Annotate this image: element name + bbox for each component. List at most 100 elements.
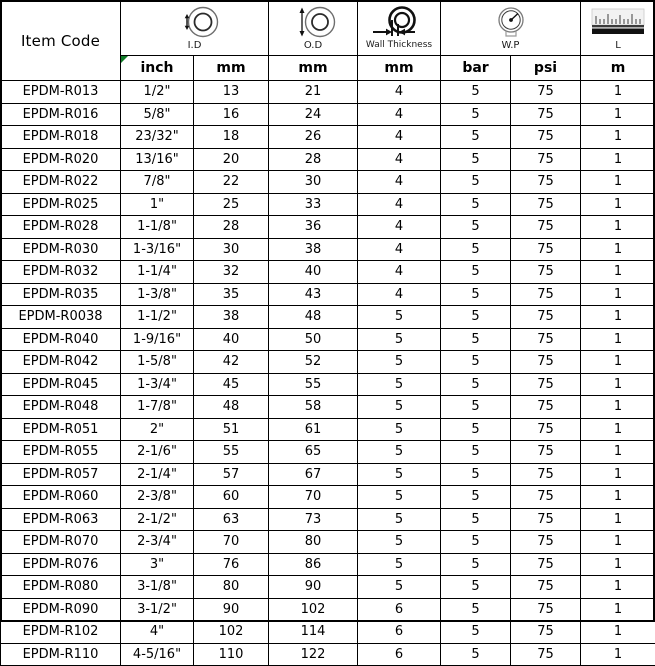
unit-header-wall-mm: mm bbox=[358, 56, 441, 81]
hose-specification-sheet: Item Code I.D bbox=[0, 0, 655, 622]
cell-inch-value: 1-3/16" bbox=[121, 238, 194, 261]
cell-id-mm-value: 40 bbox=[194, 328, 269, 351]
cell-length-m-value: 1 bbox=[581, 576, 655, 599]
cell-id-mm-value: 63 bbox=[194, 508, 269, 531]
cell-id-mm-value: 45 bbox=[194, 373, 269, 396]
header-group-working-pressure: W.P bbox=[441, 1, 581, 56]
unit-header-length-m: m bbox=[581, 56, 655, 81]
cell-item-code: EPDM-R032 bbox=[1, 261, 121, 284]
cell-id-mm-value: 70 bbox=[194, 531, 269, 554]
cell-wall-thickness-value: 5 bbox=[358, 396, 441, 419]
cell-psi-value: 75 bbox=[511, 126, 581, 149]
cell-item-code: EPDM-R102 bbox=[1, 621, 121, 644]
cell-id-mm-value: 30 bbox=[194, 238, 269, 261]
cell-length-m-value: 1 bbox=[581, 486, 655, 509]
cell-length-m-value: 1 bbox=[581, 351, 655, 374]
header-group-od: O.D bbox=[269, 1, 358, 56]
cell-psi-value: 75 bbox=[511, 643, 581, 666]
cell-item-code: EPDM-R028 bbox=[1, 216, 121, 239]
cell-inch-value: 1-3/8" bbox=[121, 283, 194, 306]
inner-diameter-icon bbox=[157, 6, 233, 40]
cell-length-m-value: 1 bbox=[581, 261, 655, 284]
cell-id-mm-value: 80 bbox=[194, 576, 269, 599]
cell-od-mm-value: 122 bbox=[269, 643, 358, 666]
cell-psi-value: 75 bbox=[511, 81, 581, 104]
cell-wall-thickness-value: 6 bbox=[358, 621, 441, 644]
cell-id-mm-value: 13 bbox=[194, 81, 269, 104]
cell-length-m-value: 1 bbox=[581, 418, 655, 441]
cell-length-m-value: 1 bbox=[581, 216, 655, 239]
cell-inch-value: 4" bbox=[121, 621, 194, 644]
cell-bar-value: 5 bbox=[441, 373, 511, 396]
cell-bar-value: 5 bbox=[441, 508, 511, 531]
cell-wall-thickness-value: 5 bbox=[358, 463, 441, 486]
cell-psi-value: 75 bbox=[511, 531, 581, 554]
cell-wall-thickness-value: 4 bbox=[358, 81, 441, 104]
cell-psi-value: 75 bbox=[511, 508, 581, 531]
cell-item-code: EPDM-R045 bbox=[1, 373, 121, 396]
cell-inch-value: 1-1/8" bbox=[121, 216, 194, 239]
cell-bar-value: 5 bbox=[441, 261, 511, 284]
cell-psi-value: 75 bbox=[511, 328, 581, 351]
cell-id-mm-value: 35 bbox=[194, 283, 269, 306]
header-group-id-label: I.D bbox=[188, 41, 202, 51]
cell-od-mm-value: 43 bbox=[269, 283, 358, 306]
cell-psi-value: 75 bbox=[511, 216, 581, 239]
cell-id-mm-value: 25 bbox=[194, 193, 269, 216]
outer-diameter-icon bbox=[270, 6, 356, 40]
cell-inch-value: 2-3/8" bbox=[121, 486, 194, 509]
cell-wall-thickness-value: 4 bbox=[358, 193, 441, 216]
cell-item-code: EPDM-R035 bbox=[1, 283, 121, 306]
cell-bar-value: 5 bbox=[441, 621, 511, 644]
cell-wall-thickness-value: 4 bbox=[358, 171, 441, 194]
cell-psi-value: 75 bbox=[511, 283, 581, 306]
cell-inch-value: 2-1/6" bbox=[121, 441, 194, 464]
cell-wall-thickness-value: 4 bbox=[358, 148, 441, 171]
cell-item-code: EPDM-R025 bbox=[1, 193, 121, 216]
cell-od-mm-value: 114 bbox=[269, 621, 358, 644]
cell-item-code: EPDM-R055 bbox=[1, 441, 121, 464]
cell-od-mm-value: 52 bbox=[269, 351, 358, 374]
cell-length-m-value: 1 bbox=[581, 621, 655, 644]
cell-length-m-value: 1 bbox=[581, 441, 655, 464]
header-group-wall-thickness: Wall Thickness bbox=[358, 1, 441, 56]
cell-item-code: EPDM-R110 bbox=[1, 643, 121, 666]
cell-item-code: EPDM-R063 bbox=[1, 508, 121, 531]
cell-wall-thickness-value: 5 bbox=[358, 486, 441, 509]
cell-id-mm-value: 22 bbox=[194, 171, 269, 194]
cell-wall-thickness-value: 5 bbox=[358, 418, 441, 441]
cell-length-m-value: 1 bbox=[581, 598, 655, 621]
cell-psi-value: 75 bbox=[511, 193, 581, 216]
cell-wall-thickness-value: 4 bbox=[358, 283, 441, 306]
cell-wall-thickness-value: 6 bbox=[358, 598, 441, 621]
working-pressure-gauge-icon bbox=[451, 6, 571, 40]
cell-id-mm-value: 110 bbox=[194, 643, 269, 666]
cell-od-mm-value: 90 bbox=[269, 576, 358, 599]
cell-id-mm-value: 51 bbox=[194, 418, 269, 441]
cell-bar-value: 5 bbox=[441, 81, 511, 104]
cell-inch-value: 1-3/4" bbox=[121, 373, 194, 396]
cell-inch-value: 1-9/16" bbox=[121, 328, 194, 351]
cell-od-mm-value: 28 bbox=[269, 148, 358, 171]
cell-bar-value: 5 bbox=[441, 216, 511, 239]
unit-header-id-mm: mm bbox=[194, 56, 269, 81]
cell-id-mm-value: 38 bbox=[194, 306, 269, 329]
cell-psi-value: 75 bbox=[511, 598, 581, 621]
cell-od-mm-value: 55 bbox=[269, 373, 358, 396]
cell-bar-value: 5 bbox=[441, 643, 511, 666]
cell-od-mm-value: 38 bbox=[269, 238, 358, 261]
cell-psi-value: 75 bbox=[511, 306, 581, 329]
